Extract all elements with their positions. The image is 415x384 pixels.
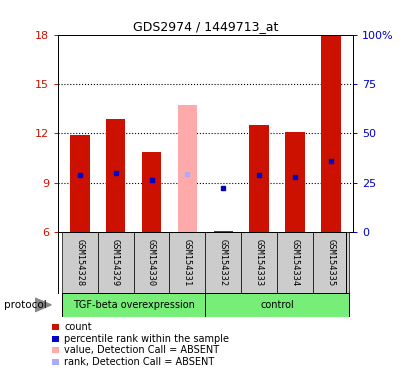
Bar [213, 231, 233, 232]
Text: TGF-beta overexpression: TGF-beta overexpression [73, 300, 195, 310]
Text: count: count [64, 322, 92, 332]
Bar [205, 293, 349, 317]
Text: protocol: protocol [4, 300, 47, 310]
Bar [178, 106, 198, 232]
Bar [242, 232, 277, 294]
Text: GSM154334: GSM154334 [291, 239, 300, 287]
Bar [98, 232, 134, 294]
Text: GSM154332: GSM154332 [219, 239, 228, 287]
Bar [313, 232, 349, 294]
Bar [134, 232, 169, 294]
Text: GSM154335: GSM154335 [327, 239, 336, 287]
Bar [142, 152, 161, 232]
Text: value, Detection Call = ABSENT: value, Detection Call = ABSENT [64, 345, 220, 355]
Bar [249, 125, 269, 232]
Bar [62, 232, 98, 294]
Bar [169, 232, 205, 294]
Polygon shape [35, 298, 51, 312]
Text: GSM154328: GSM154328 [75, 239, 84, 287]
Bar [62, 293, 205, 317]
Text: GSM154333: GSM154333 [255, 239, 264, 287]
Bar [205, 232, 242, 294]
Text: percentile rank within the sample: percentile rank within the sample [64, 334, 229, 344]
Bar [321, 35, 341, 232]
Bar [286, 132, 305, 232]
Text: GSM154330: GSM154330 [147, 239, 156, 287]
Bar [106, 119, 125, 232]
Text: GSM154331: GSM154331 [183, 239, 192, 287]
Bar [277, 232, 313, 294]
Title: GDS2974 / 1449713_at: GDS2974 / 1449713_at [133, 20, 278, 33]
Text: control: control [261, 300, 294, 310]
Bar [70, 135, 90, 232]
Text: GSM154329: GSM154329 [111, 239, 120, 287]
Text: rank, Detection Call = ABSENT: rank, Detection Call = ABSENT [64, 357, 215, 367]
